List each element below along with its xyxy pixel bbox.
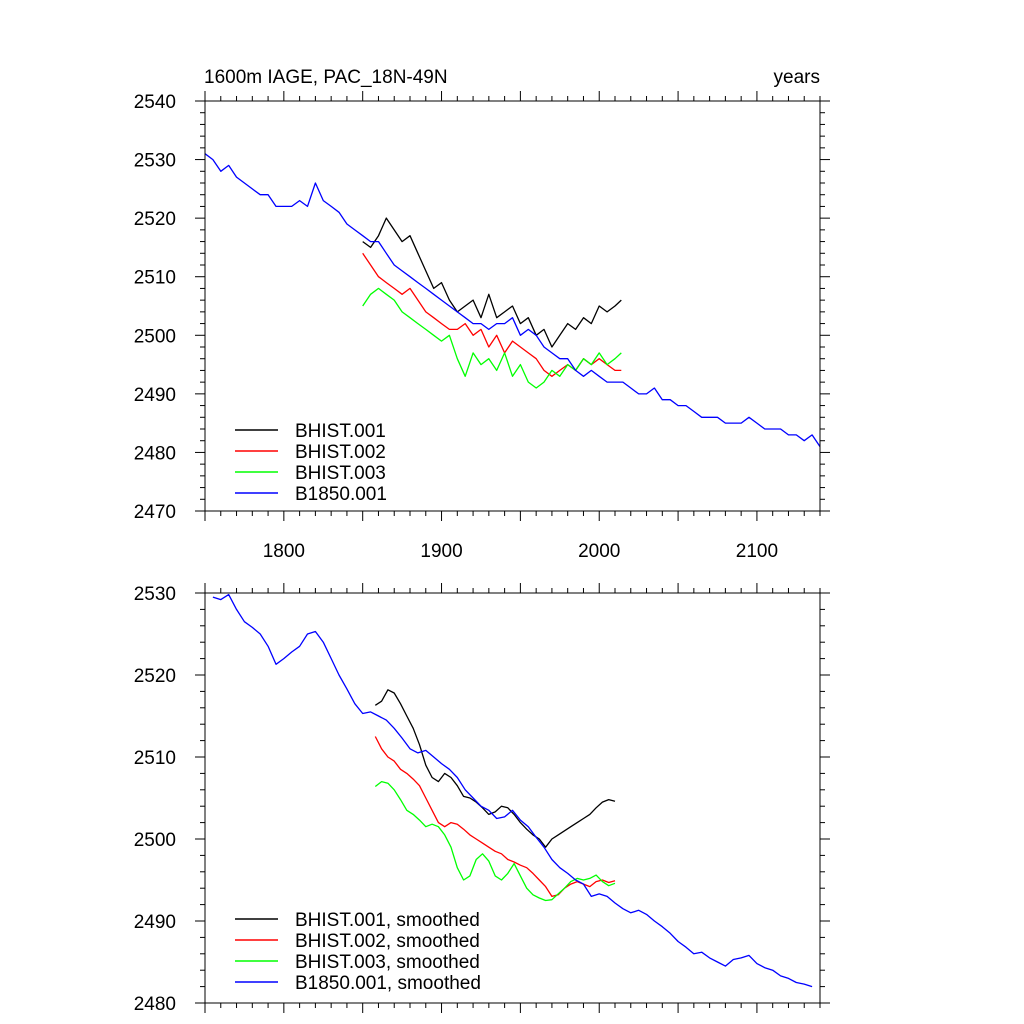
y-tick-label: 2500 [134, 326, 176, 347]
y-tick-label: 2480 [134, 994, 176, 1015]
series-line-bhist-001 [362, 217, 622, 348]
series-line-bhist-002 [374, 736, 616, 898]
legend-label: BHIST.003, smoothed [295, 952, 480, 973]
bottom-tick-labels: 2480 2490 2500 2510 2520 2530 [134, 584, 176, 1015]
legend-label: BHIST.003 [295, 463, 386, 484]
y-tick-label: 2470 [134, 502, 176, 523]
series-line-b1850-001 [212, 593, 813, 988]
y-tick-label: 2490 [134, 385, 176, 406]
panel-bottom: 2480 2490 2500 2510 2520 2530 BHIST.001, smoo… [134, 583, 830, 1015]
legend-label: B1850.001, smoothed [295, 973, 481, 994]
x-tick-label: 1900 [420, 541, 462, 562]
bottom-ticks [195, 583, 830, 1013]
y-tick-label: 2520 [134, 209, 176, 230]
y-tick-label: 2530 [134, 584, 176, 605]
top-series-lines [204, 153, 821, 447]
chart-title: 1600m IAGE, PAC_18N-49N [204, 67, 448, 88]
x-tick-label: 2000 [578, 541, 620, 562]
legend-label: BHIST.001, smoothed [295, 910, 480, 931]
x-tick-label: 1800 [263, 541, 305, 562]
panel-top: 1600m IAGE, PAC_18N-49N years 2470248024… [134, 67, 830, 562]
y-tick-label: 2510 [134, 748, 176, 769]
y-tick-label: 2510 [134, 268, 176, 289]
x-tick-label: 2100 [736, 541, 778, 562]
bottom-series-lines [212, 593, 813, 988]
top-plot-frame [204, 100, 821, 512]
y-tick-label: 2540 [134, 92, 176, 113]
x-axis-units-label: years [774, 67, 820, 88]
legend-label: BHIST.002, smoothed [295, 931, 480, 952]
series-line-b1850-001 [204, 153, 821, 447]
bottom-plot-frame [204, 592, 821, 1004]
legend-label: B1850.001 [295, 484, 387, 505]
y-tick-label: 2530 [134, 151, 176, 172]
legend-label: BHIST.001 [295, 421, 386, 442]
y-tick-label: 2490 [134, 912, 176, 933]
y-tick-label: 2500 [134, 830, 176, 851]
series-line-bhist-002 [362, 252, 622, 377]
y-tick-label: 2520 [134, 666, 176, 687]
y-tick-label: 2480 [134, 443, 176, 464]
series-line-bhist-001 [374, 689, 616, 848]
top-tick-labels: 2470 2480 2490 2500 2510 2520 2530 2540 1800 1900… [134, 92, 778, 562]
top-ticks [195, 91, 830, 521]
series-line-bhist-003 [362, 287, 622, 389]
legend-label: BHIST.002 [295, 442, 386, 463]
